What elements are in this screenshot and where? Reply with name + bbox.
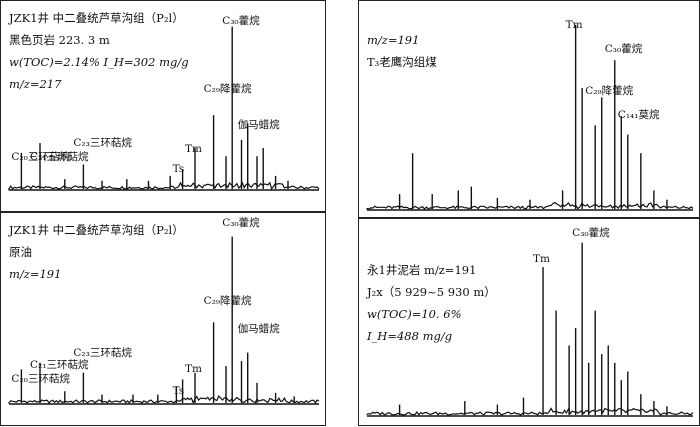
- peak-label: C₂₁三环萜烷: [30, 151, 89, 163]
- peak-label: C₁₄₁莫烷: [617, 109, 660, 121]
- peak-label: Tm: [565, 19, 583, 31]
- header-line-1: 永1井泥岩 m/z=191: [367, 263, 477, 277]
- peak-label: C₂₀三环萜烷: [11, 151, 70, 163]
- chromatogram-shale: [8, 26, 320, 192]
- peak-label: C₂₁三环萜烷: [30, 359, 89, 371]
- peak-label: C₂₃三环萜烷: [73, 347, 132, 359]
- peak-label: C₃₀藿烷: [572, 227, 610, 239]
- peak-label: 伽马蜡烷: [237, 119, 280, 131]
- panel-mudstone-m191: 永1井泥岩 m/z=191 J₂x（5 929~5 930 m） w(TOC)=…: [358, 218, 700, 426]
- chromatogram-mudstone: [366, 242, 694, 417]
- baseline-trace: [366, 201, 694, 210]
- header-line-2: T₃老鹰沟组煤: [367, 55, 437, 69]
- header-line-1: JZK1井 中二叠统芦草沟组（P₂l）: [9, 11, 184, 25]
- peak-label: C₂₃三环萜烷: [73, 137, 132, 149]
- panel-shale-m217: JZK1井 中二叠统芦草沟组（P₂l） 黑色页岩 223. 3 m w(TOC)…: [0, 0, 326, 212]
- baseline-trace: [8, 181, 320, 192]
- header-line-3: w(TOC)=10. 6%: [367, 307, 462, 321]
- peak-label: Tm: [185, 143, 202, 155]
- header-line-4: m/z=217: [9, 77, 62, 91]
- header-line-4: I_H=488 mg/g: [367, 329, 453, 343]
- peak-label: Tm: [533, 253, 550, 265]
- peak-label: Ts: [172, 163, 185, 175]
- chromatogram-crude: [8, 236, 320, 405]
- peak-label: C₃₀藿烷: [604, 43, 643, 55]
- chromatogram-coal: [366, 24, 694, 211]
- header-line-2: 黑色页岩 223. 3 m: [9, 33, 110, 47]
- header-line-3: w(TOC)=2.14% I_H=302 mg/g: [9, 55, 189, 69]
- header-line-3: m/z=191: [9, 267, 62, 281]
- baseline-trace: [8, 395, 320, 405]
- header-line-1: m/z=191: [367, 33, 420, 47]
- peak-label: C₂₉降藿烷: [585, 85, 634, 97]
- peak-label: Ts: [172, 385, 185, 397]
- header-line-2: 原油: [9, 245, 32, 259]
- peak-label: Tm: [185, 363, 202, 375]
- header-line-2: J₂x（5 929~5 930 m）: [367, 285, 496, 299]
- peak-label: C₂₀三环萜烷: [11, 373, 70, 385]
- peak-label: C₃₀藿烷: [222, 217, 260, 229]
- peak-label: C₂₉降藿烷: [203, 83, 252, 95]
- panel-crude-m191: JZK1井 中二叠统芦草沟组（P₂l） 原油 m/z=191 C₂₀三环萜烷 C₂…: [0, 212, 326, 426]
- peak-label: C₂₉降藿烷: [203, 295, 252, 307]
- peak-label: C₃₀藿烷: [222, 15, 260, 27]
- header-line-1: JZK1井 中二叠统芦草沟组（P₂l）: [9, 223, 184, 237]
- baseline-trace: [366, 407, 694, 416]
- panel-coal-m191: m/z=191 T₃老鹰沟组煤 Tm C₂₉降藿烷 C₃₀藿烷 C₁₄₁莫烷: [358, 0, 700, 218]
- peak-label: 伽马蜡烷: [237, 323, 280, 335]
